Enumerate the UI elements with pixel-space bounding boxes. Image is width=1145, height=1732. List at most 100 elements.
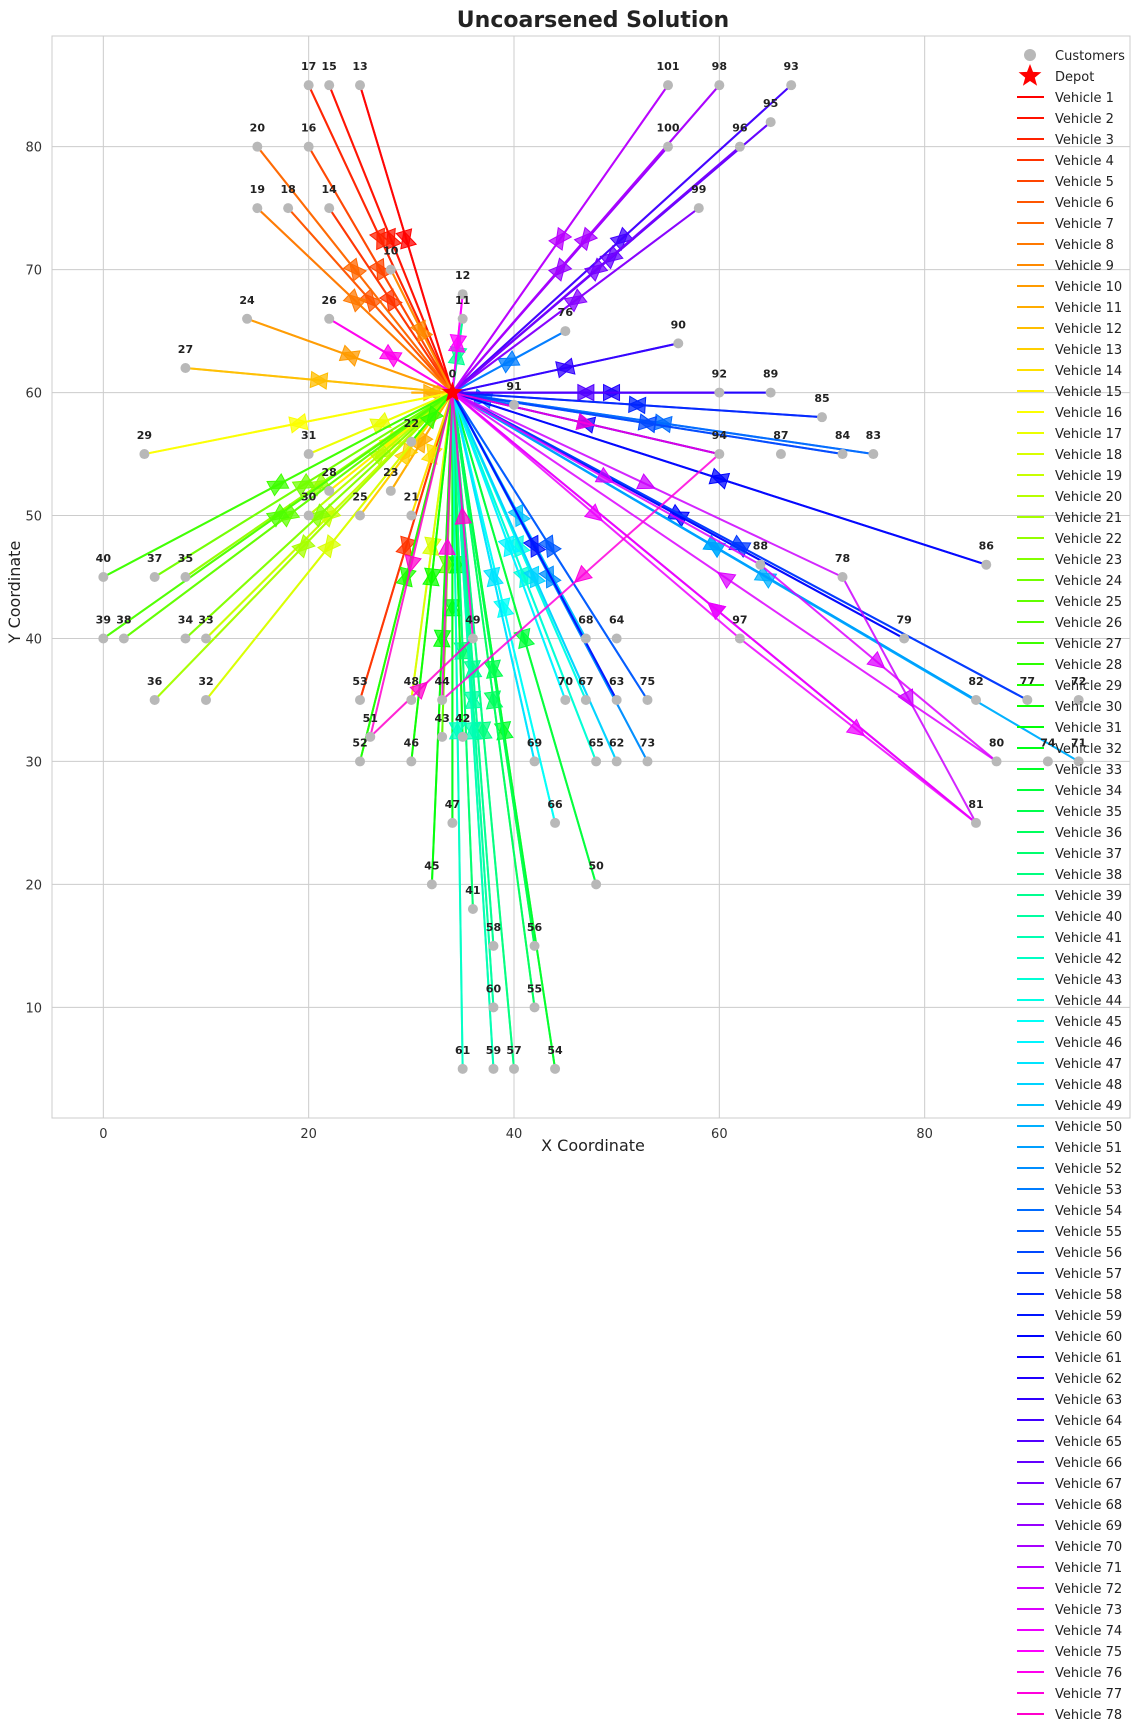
route-vehicle-41 xyxy=(451,392,495,1069)
customer-point xyxy=(1073,756,1084,767)
customer-label: 65 xyxy=(588,736,603,749)
legend-label: Vehicle 61 xyxy=(1055,1351,1122,1366)
customer-label: 45 xyxy=(424,859,439,872)
x-axis-label: X Coordinate xyxy=(541,1136,645,1155)
route-vehicle-78 xyxy=(369,392,474,738)
customer-label: 37 xyxy=(147,552,162,565)
customer-label: 82 xyxy=(968,675,983,688)
customer-label: 71 xyxy=(1071,736,1086,749)
customer-label: 21 xyxy=(404,491,419,504)
customer-point xyxy=(303,510,314,521)
legend-label: Vehicle 48 xyxy=(1055,1078,1122,1093)
customer-label: 87 xyxy=(773,429,788,442)
customer-label: 11 xyxy=(455,294,470,307)
route-arrow xyxy=(358,288,377,308)
route-vehicle-3 xyxy=(307,84,454,393)
customer-label: 56 xyxy=(527,921,543,934)
customer-point xyxy=(139,449,150,460)
customer-label: 97 xyxy=(732,613,747,626)
customer-point xyxy=(437,694,448,705)
customer-label: 58 xyxy=(486,921,501,934)
legend-label: Vehicle 35 xyxy=(1055,805,1122,820)
customer-label: 66 xyxy=(547,798,563,811)
customer-point xyxy=(560,694,571,705)
route-arrow xyxy=(866,650,886,669)
legend-label: Vehicle 22 xyxy=(1055,532,1122,547)
customer-label: 32 xyxy=(198,675,213,688)
route-vehicle-4 xyxy=(328,207,454,394)
customer-label: 43 xyxy=(434,712,449,725)
route-vehicle-46 xyxy=(451,392,567,701)
legend-label: Vehicle 52 xyxy=(1055,1162,1122,1177)
legend-label: Vehicle 19 xyxy=(1055,469,1122,484)
legend-label: Vehicle 8 xyxy=(1055,238,1114,253)
customer-label: 12 xyxy=(455,269,470,282)
route-arrow xyxy=(291,479,312,497)
customer-label: 91 xyxy=(506,380,521,393)
legend-label: Vehicle 33 xyxy=(1055,763,1122,778)
route-vehicle-65 xyxy=(452,383,720,402)
customer-point xyxy=(406,510,417,521)
legend-label: Vehicle 23 xyxy=(1055,553,1122,568)
legend-label: Vehicle 11 xyxy=(1055,301,1122,316)
legend-label: Vehicle 65 xyxy=(1055,1435,1122,1450)
customer-point xyxy=(591,879,602,890)
legend-customers-marker xyxy=(1024,49,1036,61)
customer-label: 46 xyxy=(404,736,420,749)
route-arrow xyxy=(589,257,609,276)
y-tick-label: 10 xyxy=(25,1001,42,1016)
route-arrow xyxy=(628,396,647,415)
customer-point xyxy=(457,313,468,324)
route-vehicle-51 xyxy=(451,391,977,701)
legend-label: Vehicle 63 xyxy=(1055,1393,1122,1408)
legend-label: Vehicle 3 xyxy=(1055,133,1114,148)
customer-label: 68 xyxy=(578,613,593,626)
route-vehicle-10 xyxy=(246,317,453,394)
customer-point xyxy=(149,572,160,582)
chart-title: Uncoarsened Solution xyxy=(457,8,729,33)
route-arrow xyxy=(464,690,483,710)
customer-label: 63 xyxy=(609,675,624,688)
customer-label: 27 xyxy=(178,343,193,356)
route-arrow xyxy=(707,601,727,620)
route-vehicle-6 xyxy=(287,207,454,394)
customer-label: 90 xyxy=(671,318,687,331)
customer-point xyxy=(1073,694,1084,705)
route-arrow xyxy=(395,228,413,248)
legend-label: Vehicle 9 xyxy=(1055,259,1114,274)
customer-label: 40 xyxy=(96,552,112,565)
x-tick-label: 60 xyxy=(711,1127,728,1142)
depot-point xyxy=(441,381,463,402)
route-arrow xyxy=(496,721,514,741)
legend-label: Vehicle 74 xyxy=(1055,1624,1122,1639)
route-vehicle-2 xyxy=(328,84,454,393)
legend-label: Vehicle 58 xyxy=(1055,1288,1122,1303)
route-arrow xyxy=(432,629,451,648)
customer-label: 16 xyxy=(301,122,317,135)
customer-point xyxy=(663,141,673,152)
route-arrow xyxy=(394,446,412,467)
customer-point xyxy=(529,756,540,767)
customer-label: 64 xyxy=(609,613,625,626)
route-arrow xyxy=(342,288,362,307)
legend-label: Vehicle 28 xyxy=(1055,658,1122,673)
route-arrow xyxy=(529,568,547,589)
ticks-layer: 0 20 40 60 80 10 20 30 40 50 60 70 80 xyxy=(25,141,932,1142)
route-extra xyxy=(359,392,454,701)
customer-point xyxy=(991,756,1002,767)
route-arrow xyxy=(653,415,673,434)
customer-label: 15 xyxy=(322,60,337,73)
customer-label: 88 xyxy=(753,540,768,553)
customer-point xyxy=(580,633,591,644)
route-arrow xyxy=(615,226,635,246)
route-arrow xyxy=(409,681,429,700)
customer-point xyxy=(509,1063,519,1074)
customer-point xyxy=(149,694,160,705)
customer-label: 78 xyxy=(835,552,850,565)
customer-point xyxy=(355,510,365,521)
route-vehicle-47 xyxy=(451,392,536,762)
customer-point xyxy=(868,449,879,460)
customer-label: 30 xyxy=(301,491,317,504)
legend-label: Vehicle 31 xyxy=(1055,721,1122,736)
route-arrow xyxy=(449,334,468,353)
